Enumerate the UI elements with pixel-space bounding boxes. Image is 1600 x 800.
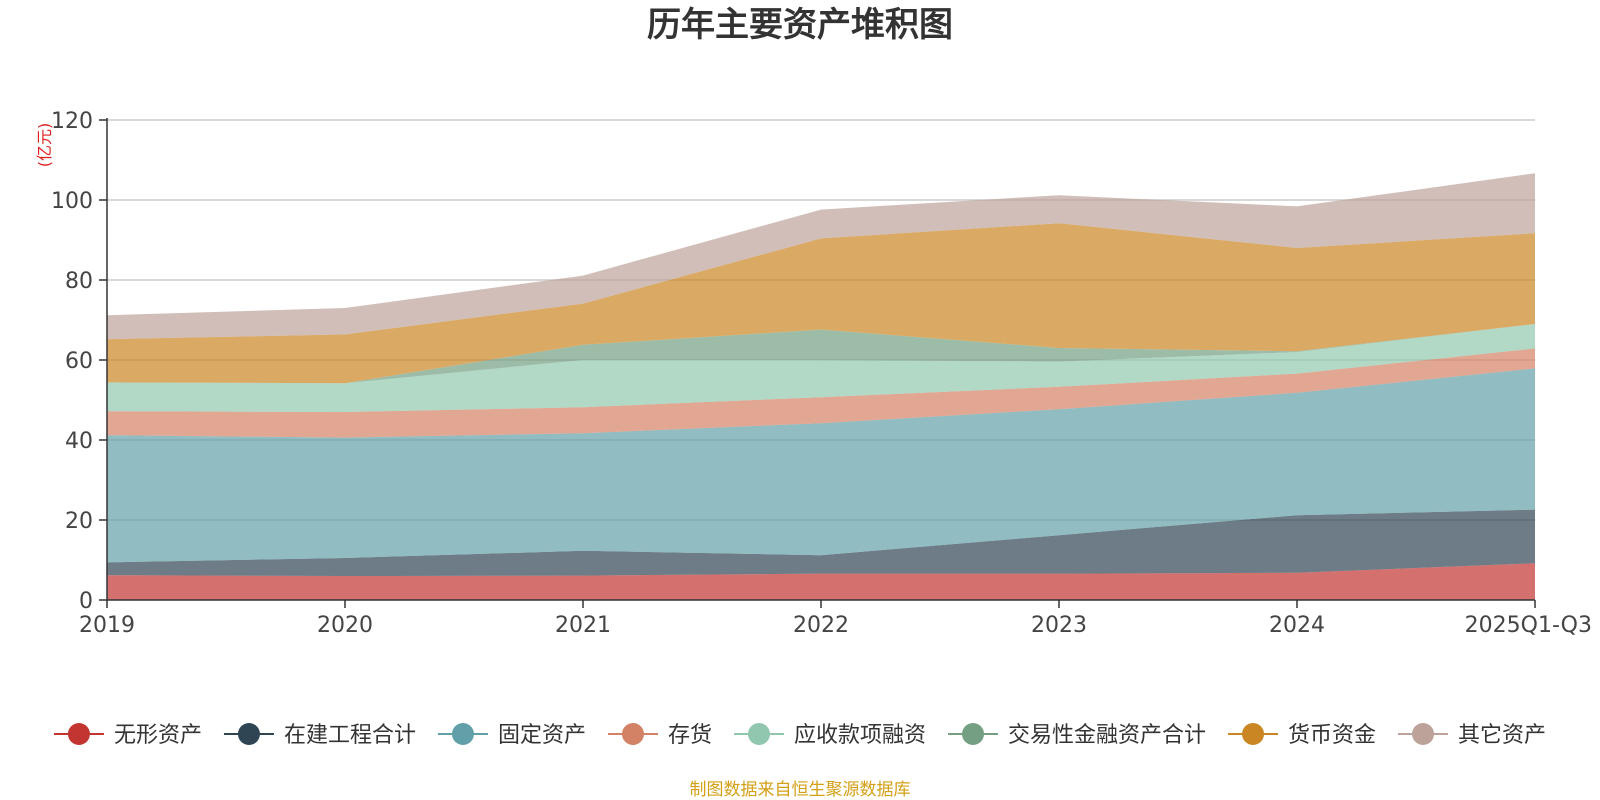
legend-label: 货币资金 [1288, 723, 1376, 748]
legend-item-8[interactable]: 其它资产 [1398, 723, 1546, 748]
legend-marker [237, 723, 260, 745]
legend-marker [451, 723, 474, 745]
area-series-5 [107, 324, 1535, 412]
legend-label: 交易性金融资产合计 [1008, 723, 1206, 748]
area-series-2 [107, 509, 1535, 576]
y-tick-label: 20 [65, 509, 93, 534]
legend-marker [1412, 723, 1435, 745]
legend-item-2[interactable]: 在建工程合计 [223, 723, 416, 748]
legend-item-6[interactable]: 交易性金融资产合计 [948, 723, 1206, 748]
area-series-6 [107, 324, 1535, 384]
legend-label: 其它资产 [1458, 723, 1546, 748]
y-tick-label: 120 [51, 109, 93, 134]
x-tick-label: 2020 [317, 613, 373, 638]
legend-item-3[interactable]: 固定资产 [437, 723, 586, 748]
area-series-3 [107, 368, 1535, 563]
area-series-group [107, 173, 1535, 600]
legend-label: 存货 [668, 723, 712, 748]
legend-item-7[interactable]: 货币资金 [1228, 723, 1376, 748]
x-tick-label: 2021 [555, 613, 611, 638]
legend-item-1[interactable]: 无形资产 [53, 723, 202, 748]
legend[interactable]: 无形资产 在建工程合计 固定资产 存货 应收款项融资 交易性金融资产合计 货币资金 其它资产 [53, 723, 1546, 748]
legend-label: 应收款项融资 [794, 723, 926, 748]
legend-marker [1242, 723, 1265, 745]
area-series-1 [107, 563, 1535, 600]
legend-label: 在建工程合计 [284, 723, 416, 748]
legend-item-4[interactable]: 存货 [607, 723, 712, 748]
y-tick-label: 60 [65, 349, 93, 374]
area-series-7 [107, 223, 1535, 384]
x-tick-label: 2022 [793, 613, 849, 638]
chart-title: 历年主要资产堆积图 [647, 5, 953, 45]
legend-marker [962, 723, 985, 745]
x-tick-label: 2019 [79, 613, 135, 638]
legend-label: 固定资产 [498, 723, 586, 748]
x-tick-label: 2023 [1031, 613, 1087, 638]
source-note: 制图数据来自恒生聚源数据库 [690, 780, 911, 800]
y-tick-label: 40 [65, 429, 93, 454]
axes: 0 20 40 60 80 100 120 2019 2020 2021 2022 2023 2024 2… [51, 109, 1592, 638]
y-axis-unit-label: (亿元) [35, 123, 54, 168]
y-tick-label: 0 [79, 589, 93, 614]
area-series-8 [107, 173, 1535, 340]
y-tick-label: 100 [51, 189, 93, 214]
legend-label: 无形资产 [114, 723, 202, 748]
legend-item-5[interactable]: 应收款项融资 [734, 723, 926, 748]
area-series-4 [107, 348, 1535, 438]
legend-marker [67, 723, 90, 745]
x-tick-label: 2024 [1269, 613, 1325, 638]
legend-marker [621, 723, 644, 745]
x-tick-label: 2025Q1-Q3 [1465, 613, 1592, 638]
legend-marker [748, 723, 770, 745]
y-tick-label: 80 [65, 269, 93, 294]
